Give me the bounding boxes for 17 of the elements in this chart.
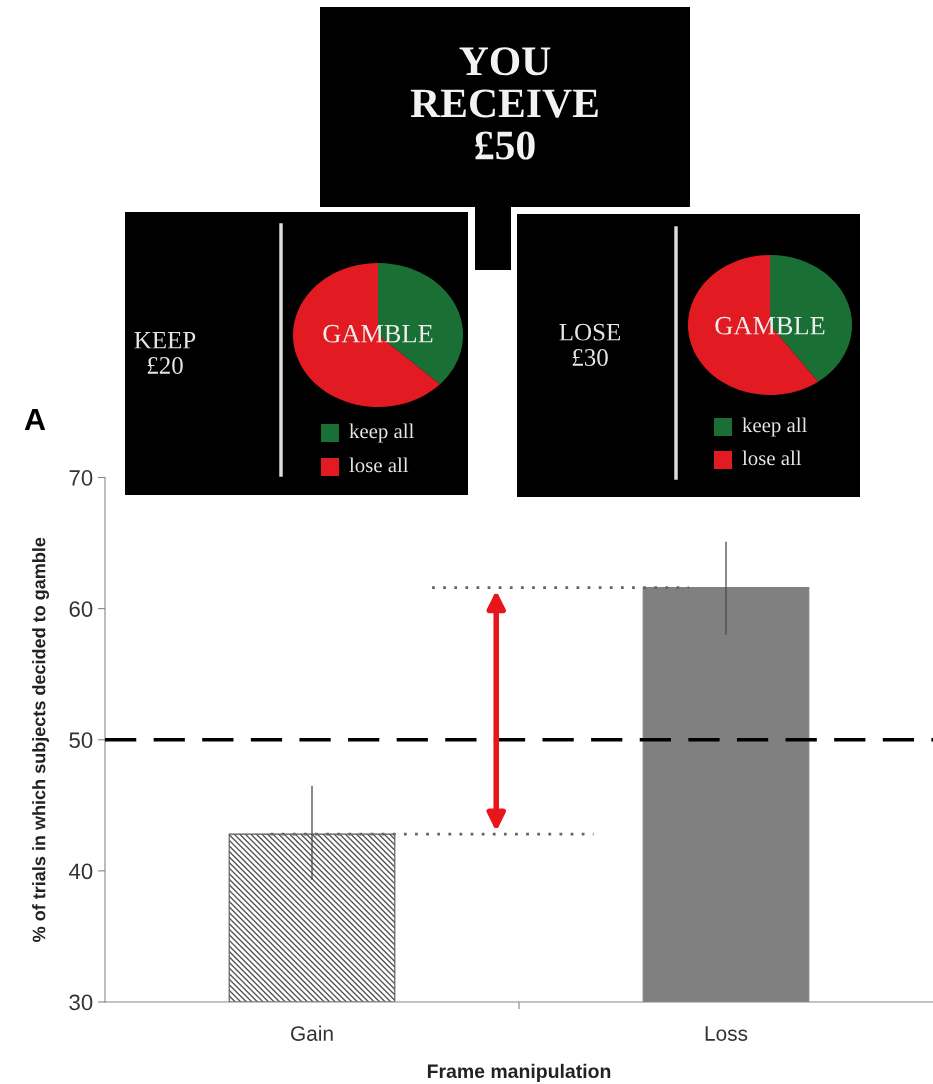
text: keep all <box>349 423 414 443</box>
x-tick-label: Gain <box>291 1025 333 1041</box>
text: lose all <box>742 450 802 466</box>
y-tick-label: 70 <box>69 470 93 486</box>
y-tick-label: 30 <box>69 994 93 1011</box>
text: keep all <box>742 417 807 437</box>
x-tick-label: Loss <box>705 1026 748 1041</box>
y-tick-label: 40 <box>68 863 93 880</box>
y-tick-label: 50 <box>69 732 93 749</box>
text: KEEP £20 <box>134 332 196 374</box>
text: lose all <box>349 457 409 473</box>
x-axis-title: Frame manipulation <box>427 1063 611 1082</box>
y-tick-label: 60 <box>69 601 93 617</box>
y-axis-title: % of trials in which subjects decided to gamble <box>32 537 50 942</box>
text: A <box>24 408 46 430</box>
text: LOSE £30 <box>559 323 621 366</box>
text: YOU RECEIVE £50 <box>410 47 598 160</box>
